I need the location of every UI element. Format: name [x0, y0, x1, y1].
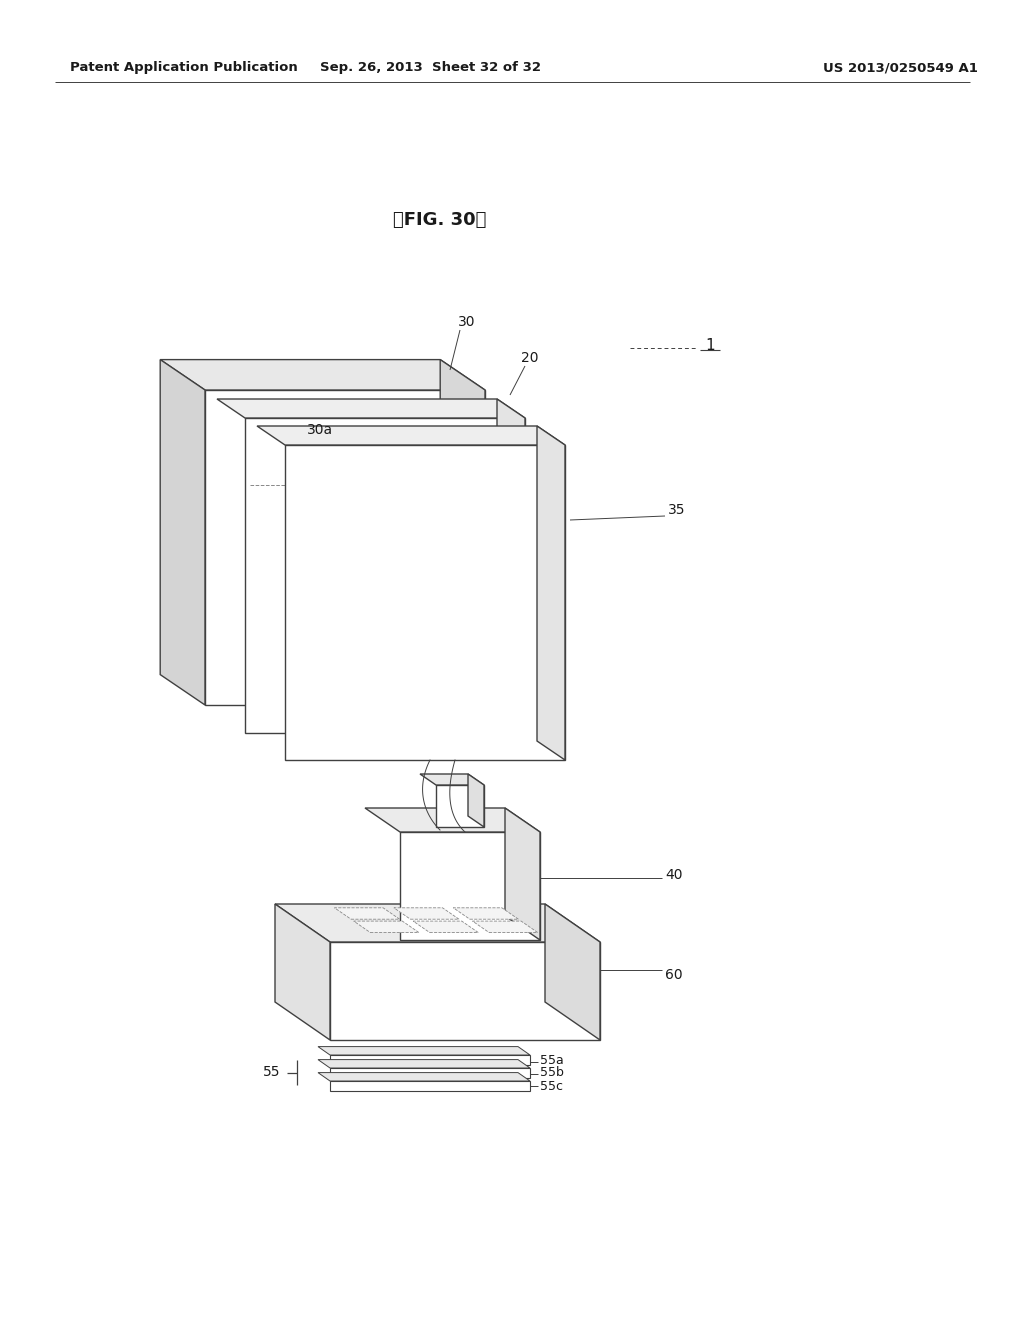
Text: Sep. 26, 2013  Sheet 32 of 32: Sep. 26, 2013 Sheet 32 of 32 [319, 62, 541, 74]
Text: 【FIG. 30】: 【FIG. 30】 [393, 211, 486, 228]
Text: 20: 20 [521, 351, 539, 366]
Polygon shape [468, 774, 484, 828]
Polygon shape [454, 908, 518, 919]
Polygon shape [330, 942, 600, 1040]
Text: 55: 55 [262, 1065, 280, 1080]
Text: 35: 35 [668, 503, 685, 517]
Polygon shape [285, 445, 565, 760]
Text: 55b: 55b [540, 1067, 564, 1080]
Polygon shape [472, 921, 538, 932]
Text: US 2013/0250549 A1: US 2013/0250549 A1 [822, 62, 978, 74]
Polygon shape [318, 1047, 530, 1055]
Polygon shape [205, 389, 485, 705]
Polygon shape [250, 436, 463, 660]
Polygon shape [440, 359, 485, 705]
Polygon shape [330, 1068, 530, 1078]
Text: 55c: 55c [540, 1080, 563, 1093]
Polygon shape [505, 808, 540, 940]
Polygon shape [353, 921, 419, 932]
Polygon shape [160, 359, 205, 705]
Polygon shape [335, 908, 399, 919]
Text: 1: 1 [705, 338, 715, 352]
Polygon shape [537, 426, 565, 760]
Text: 55a: 55a [540, 1053, 564, 1067]
Text: 40: 40 [665, 869, 683, 882]
Polygon shape [217, 399, 525, 418]
Polygon shape [420, 774, 484, 785]
Polygon shape [365, 808, 540, 832]
Polygon shape [436, 785, 484, 828]
Polygon shape [413, 921, 478, 932]
Polygon shape [394, 908, 459, 919]
Polygon shape [545, 904, 600, 1040]
Polygon shape [245, 418, 525, 733]
Polygon shape [275, 904, 600, 942]
Polygon shape [497, 399, 525, 733]
Polygon shape [160, 359, 485, 389]
Polygon shape [318, 1060, 530, 1068]
Text: 60: 60 [665, 968, 683, 982]
Polygon shape [318, 1073, 530, 1081]
Text: 30a: 30a [307, 422, 333, 437]
Polygon shape [330, 1081, 530, 1092]
Polygon shape [257, 426, 565, 445]
Polygon shape [400, 832, 540, 940]
Polygon shape [275, 904, 330, 1040]
Polygon shape [330, 1055, 530, 1065]
Text: Patent Application Publication: Patent Application Publication [70, 62, 298, 74]
Text: 30: 30 [459, 315, 476, 329]
